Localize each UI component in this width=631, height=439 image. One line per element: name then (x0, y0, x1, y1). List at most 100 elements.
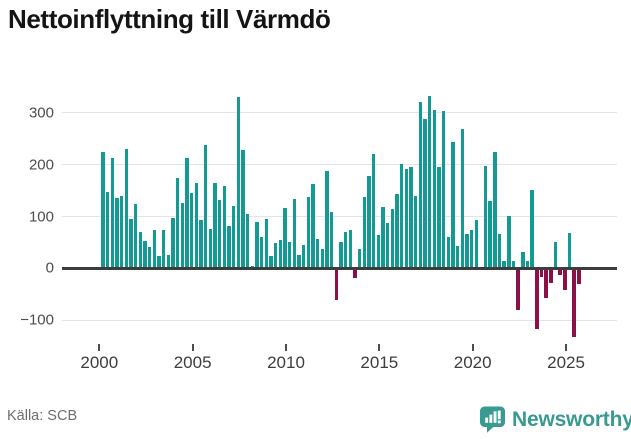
bar-2013Q2 (348, 229, 352, 269)
x-axis-label: 2015 (360, 353, 399, 372)
bar-2000Q2 (105, 191, 110, 269)
newsworthy-brand: Newsworthy (479, 405, 631, 435)
bar-2008Q2 (255, 222, 259, 269)
bar-2013Q4 (357, 248, 362, 269)
bar-2024Q1 (549, 268, 553, 284)
bar-2012Q1 (325, 171, 329, 269)
bar-2016Q2 (404, 168, 408, 269)
y-axis-label: 200 (28, 156, 54, 174)
bar-2016Q1 (399, 163, 404, 269)
bar-2002Q1 (138, 232, 142, 269)
bar-2001Q2 (124, 149, 129, 269)
bar-2012Q3 (334, 268, 338, 301)
bar-2010Q1 (287, 241, 292, 269)
gridline-y100 (62, 216, 617, 217)
bar-2025Q3 (577, 268, 581, 284)
y-axis-label: −100 (20, 311, 54, 329)
bar-2004Q4 (189, 192, 194, 269)
bar-2002Q3 (147, 246, 152, 269)
bar-2010Q2 (292, 199, 296, 269)
bar-2014Q2 (367, 175, 371, 269)
bar-2022Q3 (521, 252, 525, 269)
x-axis-tick (98, 344, 101, 351)
bar-2017Q4 (432, 110, 436, 269)
bar-2000Q3 (110, 158, 115, 269)
bar-2023Q4 (544, 268, 548, 299)
bar-2017Q3 (427, 96, 432, 269)
bar-2009Q1 (269, 255, 273, 269)
bar-2014Q3 (371, 153, 376, 269)
bar-2009Q2 (273, 242, 278, 269)
x-axis-tick (565, 344, 568, 351)
x-axis-label: 2000 (80, 353, 119, 372)
bar-2006Q4 (227, 225, 231, 269)
bar-2007Q1 (231, 206, 236, 269)
bar-2022Q2 (516, 268, 520, 310)
bar-2019Q4 (469, 230, 474, 269)
x-axis-tick (191, 344, 194, 351)
bar-2004Q1 (175, 177, 180, 269)
bar-2022Q4 (525, 260, 530, 269)
bar-2001Q3 (129, 219, 133, 269)
bar-2006Q2 (217, 200, 222, 269)
bar-2019Q2 (460, 129, 464, 269)
y-axis-label: 100 (28, 208, 54, 225)
bar-2021Q1 (493, 152, 497, 269)
bar-2000Q4 (115, 198, 119, 269)
bar-2020Q1 (474, 220, 478, 269)
x-axis-tick (378, 344, 381, 351)
bar-2025Q1 (567, 233, 572, 269)
bar-2015Q4 (395, 193, 399, 269)
bar-2009Q4 (283, 207, 287, 269)
bar-2013Q3 (353, 268, 357, 278)
bar-2001Q1 (119, 195, 124, 269)
bar-2016Q4 (413, 195, 418, 269)
bar-2005Q2 (199, 220, 203, 269)
bar-2008Q4 (264, 218, 268, 269)
x-axis-tick (285, 344, 287, 351)
gridline-y-100 (62, 319, 617, 321)
y-axis-label: 300 (28, 104, 54, 122)
bar-2003Q1 (157, 255, 161, 269)
bar-2005Q1 (194, 183, 198, 269)
x-axis-tick (471, 344, 474, 351)
bar-2007Q4 (245, 213, 250, 269)
bar-2001Q4 (133, 204, 138, 269)
bar-2005Q3 (203, 145, 208, 269)
bar-2022Q1 (511, 261, 516, 269)
bar-2011Q2 (311, 184, 315, 269)
bar-2006Q1 (213, 182, 217, 269)
gridline-y200 (62, 164, 617, 166)
bar-2021Q2 (497, 234, 502, 269)
bar-2009Q3 (278, 240, 282, 269)
bar-2007Q2 (236, 97, 240, 269)
bar-2025Q2 (572, 268, 576, 337)
x-axis-label: 2005 (173, 353, 212, 372)
bar-2012Q2 (329, 211, 334, 269)
bar-2024Q4 (563, 268, 567, 291)
bar-2021Q4 (507, 215, 511, 269)
bar-2008Q3 (259, 236, 264, 269)
bar-2021Q3 (502, 261, 506, 269)
bar-2019Q3 (465, 233, 469, 269)
bar-2011Q4 (320, 248, 324, 269)
bar-2018Q1 (437, 166, 441, 269)
bar-2015Q1 (381, 206, 385, 269)
x-axis-label: 2010 (267, 353, 305, 372)
logo-badge (480, 406, 505, 433)
bar-2010Q3 (297, 254, 301, 269)
bar-2023Q1 (530, 189, 534, 269)
bar-2014Q1 (362, 196, 366, 269)
bar-2024Q3 (558, 268, 562, 276)
bar-2006Q3 (222, 185, 226, 269)
bar-2023Q3 (539, 268, 544, 277)
x-axis-label: 2025 (547, 353, 585, 372)
bar-2011Q3 (315, 239, 320, 269)
source-label: Källa: SCB (7, 408, 78, 424)
x-axis-label: 2020 (453, 353, 492, 372)
bar-2015Q2 (385, 223, 390, 269)
bar-2010Q4 (301, 244, 306, 269)
bar-2017Q1 (418, 102, 422, 269)
bar-2003Q2 (161, 229, 166, 269)
bar-2020Q4 (488, 200, 492, 269)
